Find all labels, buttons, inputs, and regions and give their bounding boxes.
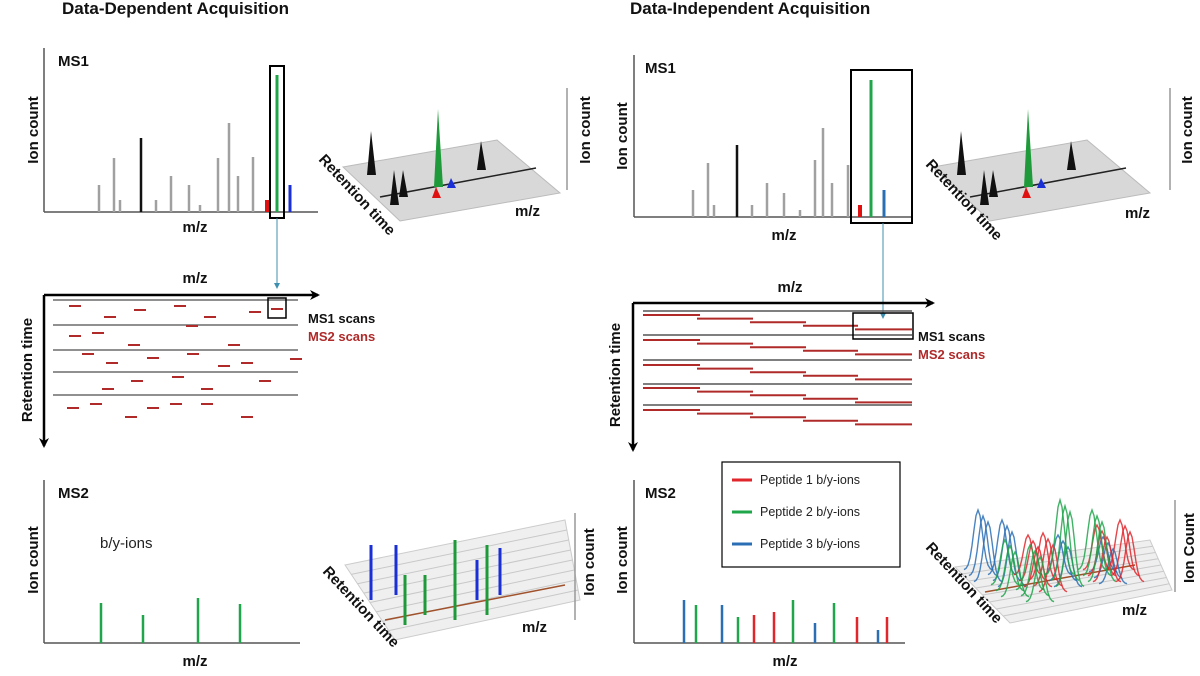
grid-line (376, 569, 575, 613)
chromatogram-peak (1037, 178, 1046, 188)
dia-3d-mz-label: m/z (1125, 205, 1150, 222)
dda-ms2-mz-label: m/z (182, 653, 207, 670)
dda-scan-rt-label: Retention time (19, 318, 36, 422)
chromatogram-peak (989, 170, 998, 197)
dda-3d-ion-count-label: Ion count (577, 96, 594, 164)
elution-peak (1082, 513, 1112, 577)
dia-scan-mz-label: m/z (777, 279, 802, 296)
elution-peak (1028, 531, 1058, 581)
elution-peak (1077, 507, 1107, 571)
dda-ms1-ion-count-label: Ion count (25, 96, 42, 164)
dia-3d2-mz-label: m/z (1122, 602, 1147, 619)
dia-selection-box (850, 69, 913, 224)
chromatogram-peak (432, 187, 441, 198)
elution-peak (1050, 503, 1080, 581)
grid-line (388, 589, 579, 632)
elution-peak (1045, 497, 1075, 575)
chromatogram-peak (434, 109, 443, 187)
grid-line (996, 577, 1167, 610)
dda-ms2-label: MS2 (58, 485, 89, 502)
dia-legend: Peptide 1 b/y-ions Peptide 2 b/y-ions Pept… (721, 461, 901, 568)
legend-label: Peptide 2 b/y-ions (760, 505, 860, 519)
chromatogram-peak (390, 170, 399, 205)
dda-3d2-mz-label: m/z (522, 619, 547, 636)
chromatogram-peak (1022, 187, 1031, 198)
elution-peak (1092, 535, 1122, 583)
dia-ms2-ion-count-label: Ion count (614, 526, 631, 594)
dia-scan-rt-label: Retention time (607, 323, 624, 427)
dda-ms2-scans-label: MS2 scans (308, 329, 375, 344)
dda-3d-ms2: Ion count m/z Retention time (319, 513, 598, 651)
grid-line (351, 529, 567, 575)
dia-ms2-mz-label: m/z (772, 653, 797, 670)
elution-peak (1013, 533, 1043, 576)
dda-scan-map: m/z Retention time MS1 scans MS2 scans (19, 270, 375, 448)
elution-peak (1115, 530, 1145, 583)
dia-3d2-ion-count-label: Ion Count (1181, 513, 1198, 583)
dda-ms1-spectrum: MS1 Ion count m/z (25, 48, 318, 289)
dia-scan-map: m/z Retention time MS1 scans MS2 scans (607, 279, 985, 452)
dia-ms1-spectrum: MS1 Ion count m/z (614, 55, 913, 319)
elution-peak (1033, 537, 1063, 587)
elution-peak (995, 544, 1025, 592)
dia-ms2-scans-label: MS2 scans (918, 347, 985, 362)
dia-title: Data-Independent Acquisition (630, 0, 870, 18)
chromatogram-peak (980, 170, 989, 205)
dda-by-ions-label: b/y-ions (100, 535, 153, 552)
dda-3d-ms1: Ion count m/z Retention time (315, 88, 594, 239)
grid-line (982, 564, 1162, 596)
dia-ms1-label: MS1 (645, 60, 676, 77)
dda-3d2-ion-count-label: Ion count (581, 528, 598, 596)
dda-ms2-ion-count-label: Ion count (25, 526, 42, 594)
chromatogram-peak (957, 131, 966, 175)
chromatogram-peak (1024, 109, 1033, 187)
elution-peak (990, 538, 1020, 586)
chromatogram-peak (477, 141, 486, 170)
elution-peak (963, 507, 993, 571)
chromatogram-peak (447, 178, 456, 188)
dia-3d-ion-count-label: Ion count (1179, 96, 1196, 164)
elution-peak (1087, 529, 1117, 577)
elution-peak (1000, 550, 1030, 598)
elution-peak (1038, 543, 1068, 593)
dda-ms2-spectrum: MS2 Ion count b/y-ions m/z (25, 480, 300, 670)
grid-line (363, 549, 571, 594)
dda-ms1-scans-label: MS1 scans (308, 311, 375, 326)
dda-scan-box (267, 297, 287, 319)
elution-peak (1087, 519, 1117, 583)
grid-line (1003, 583, 1170, 617)
legend-label: Peptide 3 b/y-ions (760, 537, 860, 551)
elution-peak (1098, 547, 1128, 585)
legend-label: Peptide 1 b/y-ions (760, 473, 860, 487)
dda-ms1-label: MS1 (58, 53, 89, 70)
chromatogram-peak (367, 131, 376, 175)
dda-title: Data-Dependent Acquisition (62, 0, 289, 18)
dda-ms1-mz-label: m/z (182, 219, 207, 236)
dia-ms1-ion-count-label: Ion count (614, 102, 631, 170)
dia-3d-ms2: Ion Count m/z Retention time (922, 497, 1198, 627)
dia-ms1-mz-label: m/z (771, 227, 796, 244)
elution-peak (1110, 524, 1140, 577)
elution-peak (1020, 549, 1050, 597)
chromatogram-peak (399, 170, 408, 197)
elution-peak (1025, 555, 1055, 603)
elution-peak (1055, 509, 1085, 587)
chromatogram-peak (1067, 141, 1076, 170)
dda-3d-mz-label: m/z (515, 203, 540, 220)
dda-scan-mz-label: m/z (182, 270, 207, 287)
grid-line (975, 558, 1159, 589)
dia-ms1-scans-label: MS1 scans (918, 329, 985, 344)
elution-peak (1015, 543, 1045, 591)
grid-line (357, 539, 569, 585)
dia-3d-ms1: Ion count m/z Retention time (922, 88, 1196, 244)
dia-ms2-label: MS2 (645, 485, 676, 502)
dia-ms2-spectrum: MS2 Ion count m/z (614, 480, 905, 670)
grid-line (989, 570, 1164, 603)
elution-peak (1105, 518, 1135, 571)
elution-peak (1082, 523, 1112, 571)
dia-scan-box (852, 312, 914, 340)
